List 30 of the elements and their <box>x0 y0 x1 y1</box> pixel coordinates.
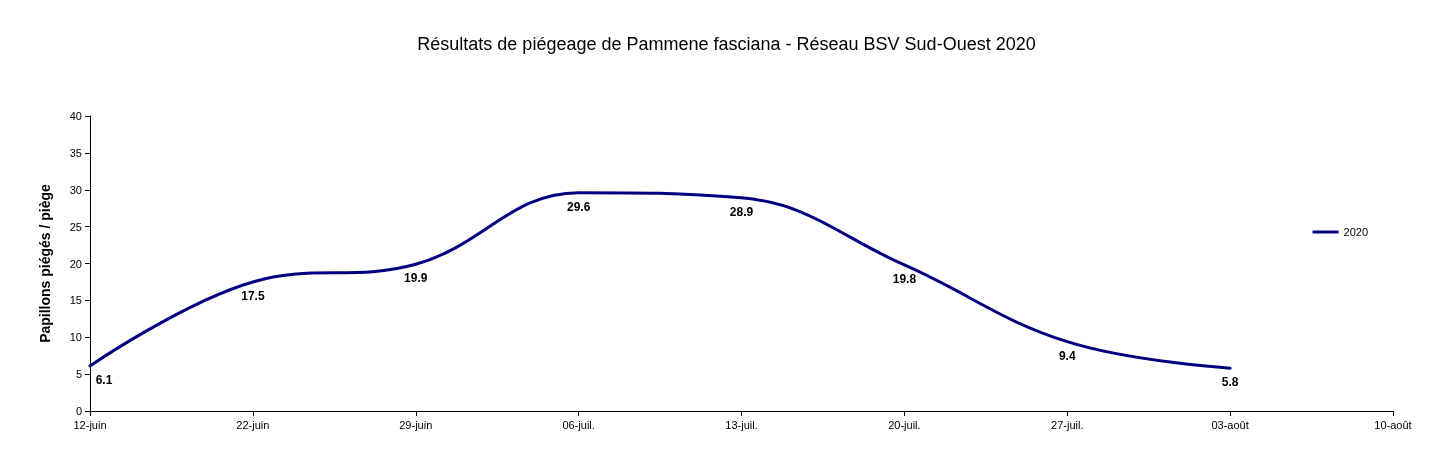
legend-label: 2020 <box>1343 226 1369 238</box>
y-tick-label: 0 <box>75 405 82 417</box>
data-label: 17.5 <box>241 288 265 303</box>
x-tick-label: 13-juil. <box>725 418 758 431</box>
y-tick-label: 35 <box>69 146 82 159</box>
y-tick-label: 30 <box>69 183 82 196</box>
x-tick-label: 27-juil. <box>1051 418 1084 431</box>
y-tick-label: 40 <box>69 110 82 122</box>
y-tick-label: 20 <box>69 257 82 270</box>
x-tick-label: 03-août <box>1211 418 1249 431</box>
data-label: 19.9 <box>404 271 428 286</box>
data-label: 29.6 <box>566 199 591 214</box>
y-axis-title: Papillons piégés / piège <box>37 183 53 343</box>
y-tick-label: 15 <box>69 294 82 307</box>
data-label: 6.1 <box>95 373 113 388</box>
chart-title: Résultats de piégeage de Pammene fasciana - Réseau BSV Sud-Ouest 2020 <box>417 34 1036 54</box>
data-label: 5.8 <box>1221 375 1239 390</box>
data-label: 28.9 <box>729 204 754 219</box>
y-tick-label: 5 <box>75 368 82 381</box>
x-tick-label: 12-juin <box>73 418 107 431</box>
x-tick-label: 22-juin <box>236 418 270 431</box>
line-series <box>88 191 1232 370</box>
x-tick-label: 29-juin <box>399 418 433 431</box>
y-tick-label: 25 <box>69 220 82 233</box>
data-label: 9.4 <box>1058 348 1076 363</box>
x-tick-label: 10-août <box>1374 418 1412 431</box>
x-tick-label: 20-juil. <box>888 418 921 431</box>
y-tick-label: 10 <box>69 331 82 344</box>
data-label: 19.8 <box>892 271 917 286</box>
x-tick-label: 06-juil. <box>562 418 595 431</box>
